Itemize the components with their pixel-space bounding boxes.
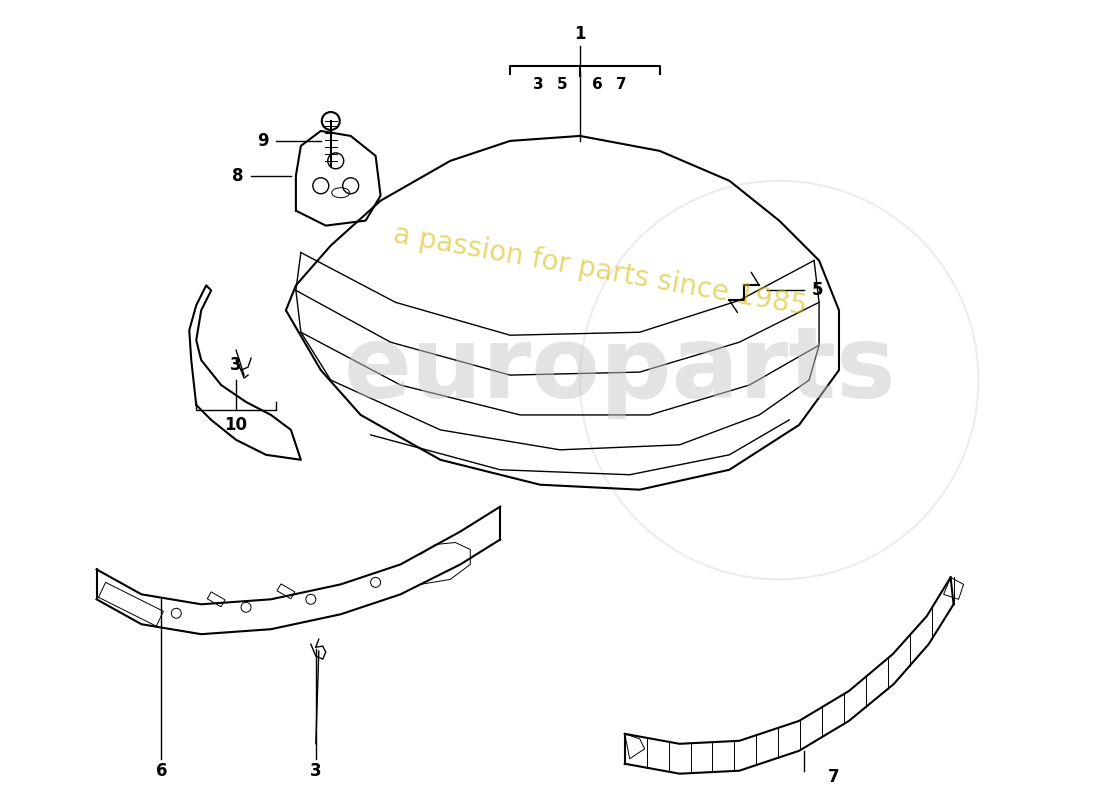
Text: 6: 6 [593, 77, 603, 92]
Text: 3: 3 [532, 77, 543, 92]
Text: 9: 9 [257, 132, 268, 150]
Text: 7: 7 [616, 77, 627, 92]
Bar [207, 592, 226, 606]
Text: 7: 7 [828, 768, 839, 786]
Text: a passion for parts since 1985: a passion for parts since 1985 [390, 220, 808, 321]
Text: 5: 5 [812, 282, 823, 299]
Text: 1: 1 [574, 26, 585, 43]
Text: europarts: europarts [343, 322, 896, 418]
Text: 6: 6 [155, 762, 167, 780]
Text: 3: 3 [310, 762, 321, 780]
Bar [277, 584, 295, 598]
Text: 3: 3 [230, 356, 242, 374]
Text: 5: 5 [557, 77, 568, 92]
Text: 10: 10 [224, 416, 248, 434]
Text: 8: 8 [232, 166, 244, 185]
